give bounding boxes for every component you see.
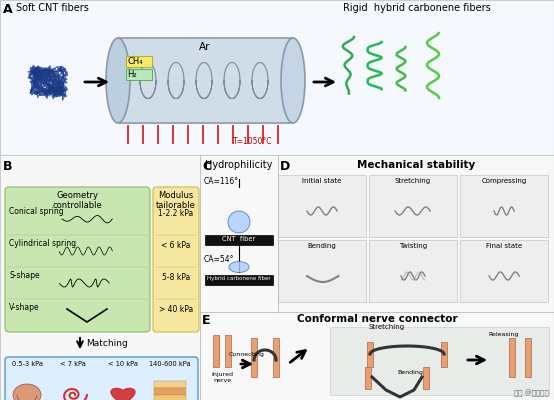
- Bar: [118, 38, 293, 123]
- Bar: [367, 342, 373, 367]
- Text: Twisting: Twisting: [399, 243, 427, 249]
- Text: 140-600 kPa: 140-600 kPa: [149, 361, 191, 367]
- Text: CA=54°: CA=54°: [204, 255, 234, 264]
- Text: Conical spring: Conical spring: [9, 207, 64, 216]
- Bar: [460, 240, 548, 302]
- Bar: [154, 381, 186, 388]
- FancyBboxPatch shape: [5, 357, 198, 400]
- Text: Ar: Ar: [199, 42, 211, 52]
- Text: Stretching: Stretching: [395, 178, 431, 184]
- Text: Releasing: Releasing: [489, 332, 519, 337]
- Text: Mechanical stability: Mechanical stability: [357, 160, 475, 170]
- Text: 0.5-3 kPa: 0.5-3 kPa: [12, 361, 43, 367]
- Text: Matching: Matching: [86, 339, 128, 348]
- Bar: [200, 312, 554, 400]
- Text: E: E: [202, 314, 211, 327]
- Text: Hybrid carbonene fiber: Hybrid carbonene fiber: [207, 276, 271, 281]
- Text: Geometry
controllable: Geometry controllable: [53, 191, 102, 210]
- Bar: [251, 338, 257, 377]
- Text: Rigid  hybrid carbonene fibers: Rigid hybrid carbonene fibers: [343, 3, 491, 13]
- Text: < 10 kPa: < 10 kPa: [108, 361, 138, 367]
- Bar: [0, 157, 200, 400]
- Text: C: C: [202, 160, 211, 173]
- Text: S-shape: S-shape: [9, 271, 40, 280]
- Bar: [423, 367, 429, 389]
- Text: Compressing: Compressing: [481, 178, 527, 184]
- FancyBboxPatch shape: [5, 187, 150, 332]
- Text: CNT  fiber: CNT fiber: [222, 236, 255, 242]
- Text: Cylindrical spring: Cylindrical spring: [9, 239, 76, 248]
- Text: 1-2.2 kPa: 1-2.2 kPa: [158, 209, 194, 218]
- Bar: [205, 275, 273, 285]
- Bar: [225, 335, 231, 367]
- Bar: [330, 327, 549, 395]
- Bar: [126, 69, 152, 80]
- Bar: [273, 338, 279, 377]
- Text: V-shape: V-shape: [9, 303, 40, 312]
- Text: Soft CNT fibers: Soft CNT fibers: [16, 3, 89, 13]
- Bar: [369, 240, 457, 302]
- Bar: [460, 175, 548, 237]
- Text: Bending: Bending: [307, 243, 336, 249]
- Bar: [278, 157, 554, 312]
- Bar: [126, 56, 152, 67]
- Circle shape: [228, 211, 250, 233]
- Bar: [525, 338, 531, 377]
- Text: 头条 @医学顾问: 头条 @医学顾问: [514, 390, 549, 397]
- Text: Final state: Final state: [486, 243, 522, 249]
- Text: T=1050°C: T=1050°C: [233, 137, 273, 146]
- Bar: [154, 395, 186, 400]
- Ellipse shape: [281, 38, 305, 123]
- Text: CH₄: CH₄: [127, 57, 143, 66]
- Text: 5-8 kPa: 5-8 kPa: [162, 273, 190, 282]
- Text: Modulus
tailorable: Modulus tailorable: [156, 191, 196, 210]
- Ellipse shape: [106, 38, 130, 123]
- Polygon shape: [111, 388, 135, 400]
- Bar: [154, 388, 186, 395]
- Bar: [200, 157, 278, 312]
- Text: CA=116°: CA=116°: [204, 177, 239, 186]
- Text: Stretching: Stretching: [369, 324, 405, 330]
- Text: H₂: H₂: [127, 70, 137, 79]
- Bar: [213, 335, 219, 367]
- Bar: [278, 175, 366, 237]
- Bar: [365, 367, 371, 389]
- Text: < 6 kPa: < 6 kPa: [161, 241, 191, 250]
- Text: Injured
nerve: Injured nerve: [211, 372, 233, 383]
- Bar: [441, 342, 447, 367]
- Bar: [0, 0, 554, 155]
- Bar: [278, 240, 366, 302]
- Text: Initial state: Initial state: [302, 178, 342, 184]
- Text: A: A: [3, 3, 13, 16]
- Text: > 40 kPa: > 40 kPa: [159, 305, 193, 314]
- Bar: [369, 175, 457, 237]
- Text: < 7 kPa: < 7 kPa: [60, 361, 86, 367]
- Text: Hydrophilicity: Hydrophilicity: [206, 160, 273, 170]
- Text: Conformal nerve connector: Conformal nerve connector: [297, 314, 457, 324]
- Text: B: B: [3, 160, 13, 173]
- Text: Bending: Bending: [397, 370, 423, 375]
- Text: Connecting: Connecting: [229, 352, 265, 357]
- FancyBboxPatch shape: [153, 187, 199, 332]
- Bar: [205, 235, 273, 245]
- Ellipse shape: [13, 384, 41, 400]
- Ellipse shape: [229, 262, 249, 272]
- Bar: [509, 338, 515, 377]
- Text: D: D: [280, 160, 290, 173]
